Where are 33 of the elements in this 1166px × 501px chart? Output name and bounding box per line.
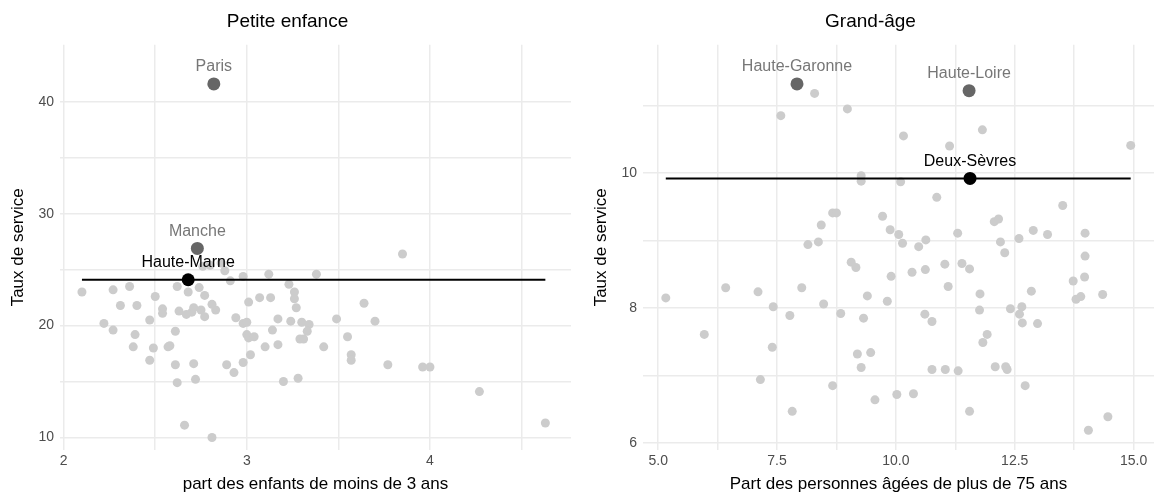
chart-title: Petite enfance [226, 9, 349, 31]
x-tick-label: 15.0 [1119, 452, 1148, 469]
y-tick-label: 30 [38, 204, 55, 221]
point [190, 241, 204, 255]
series-label: Deux-Sèvres [923, 151, 1017, 169]
x-tick-label: 3 [242, 452, 251, 469]
x-tick-label: 10.0 [882, 452, 910, 469]
point [207, 77, 221, 91]
x-tick-label: 4 [426, 452, 435, 469]
series-label: Haute-Marne [141, 253, 235, 271]
series-label: Manche [168, 221, 226, 239]
point [790, 77, 804, 91]
y-tick-label: 10 [621, 163, 638, 180]
point [962, 84, 976, 98]
point [181, 273, 195, 287]
x-tick-label: 12.5 [1001, 452, 1029, 469]
y-tick-label: 6 [629, 433, 638, 450]
y-tick-label: 8 [629, 298, 638, 315]
y-axis-title: Taux de service [7, 188, 27, 307]
x-axis-title: part des enfants de moins de 3 ans [182, 474, 449, 494]
x-tick-label: 2 [59, 452, 68, 469]
x-tick-label: 7.5 [767, 452, 787, 469]
x-axis-title: Part des personnes âgées de plus de 75 ans [729, 474, 1068, 494]
point [963, 171, 977, 185]
series-label: Haute-Garonne [741, 57, 853, 75]
y-axis-title: Taux de service [590, 188, 610, 307]
x-tick-label: 5.0 [648, 452, 669, 469]
series-label: Haute-Loire [927, 64, 1011, 82]
y-tick-label: 40 [38, 92, 55, 109]
y-tick-label: 20 [38, 316, 55, 333]
chart-title: Grand-âge [825, 9, 916, 31]
y-tick-label: 10 [38, 428, 55, 445]
series-label: Paris [195, 57, 233, 75]
